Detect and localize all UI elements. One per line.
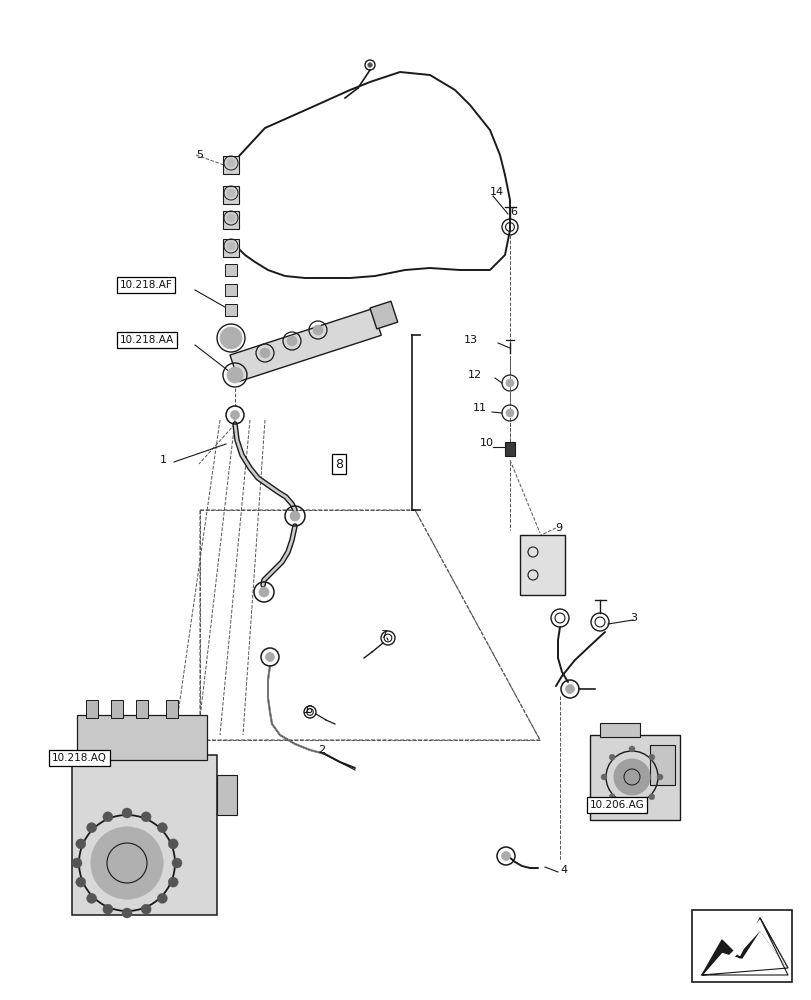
Text: 10.218.AA: 10.218.AA [120,335,174,345]
Circle shape [286,336,297,346]
Bar [86,700,98,718]
Text: 6: 6 [509,207,517,217]
Circle shape [103,904,113,914]
Bar [217,775,237,815]
Circle shape [629,802,634,808]
Circle shape [608,754,615,760]
Circle shape [103,812,113,822]
Circle shape [227,242,234,250]
Bar [223,186,238,204]
Bar [77,715,207,760]
Text: 5: 5 [195,150,203,160]
Circle shape [220,327,242,349]
Circle shape [168,839,178,849]
Bar [590,735,679,820]
Text: 7: 7 [380,630,387,640]
Text: 3: 3 [629,613,636,623]
Circle shape [265,652,274,662]
Text: 11: 11 [473,403,487,413]
Circle shape [608,794,615,800]
Circle shape [505,379,513,387]
Text: 12: 12 [467,370,482,380]
Text: 9: 9 [554,523,561,533]
Circle shape [613,759,649,795]
Bar [599,723,639,737]
Circle shape [367,63,371,67]
Circle shape [227,367,242,383]
Bar [225,284,237,296]
Bar [111,700,122,718]
Circle shape [157,893,167,903]
Text: 10: 10 [479,438,493,448]
Bar [223,211,238,229]
Circle shape [122,808,132,818]
Text: 4: 4 [560,865,566,875]
Circle shape [312,325,323,335]
Text: 1: 1 [160,455,167,465]
Circle shape [172,858,182,868]
Circle shape [648,754,654,760]
Circle shape [629,746,634,752]
Circle shape [564,684,574,694]
Circle shape [227,189,234,197]
Text: 14: 14 [489,187,504,197]
Circle shape [72,858,82,868]
Circle shape [91,827,163,899]
Bar [230,309,381,382]
Circle shape [260,348,270,358]
Bar [504,442,514,456]
Bar [135,700,148,718]
Circle shape [168,877,178,887]
Circle shape [87,893,97,903]
Bar [225,264,237,276]
Text: 13: 13 [463,335,478,345]
Bar [649,745,674,785]
Bar [370,301,397,329]
Circle shape [290,511,299,521]
Text: 6: 6 [305,705,311,715]
Circle shape [122,908,132,918]
Bar [165,700,178,718]
Circle shape [501,851,510,860]
Bar [691,910,791,982]
Circle shape [227,159,234,167]
Bar [72,755,217,915]
Bar [223,156,238,174]
Text: 10.206.AG: 10.206.AG [590,800,644,810]
Circle shape [600,774,607,780]
Circle shape [75,877,86,887]
Bar [225,304,237,316]
Circle shape [157,823,167,833]
Circle shape [259,587,268,597]
Circle shape [141,812,151,822]
Circle shape [656,774,663,780]
Polygon shape [709,920,787,975]
Polygon shape [702,918,787,975]
Circle shape [141,904,151,914]
Circle shape [230,410,239,420]
Circle shape [648,794,654,800]
Circle shape [505,409,513,417]
Circle shape [87,823,97,833]
Text: 10.218.AF: 10.218.AF [120,280,173,290]
Bar [519,535,564,595]
Text: 10.218.AQ: 10.218.AQ [52,753,107,763]
Text: 8: 8 [335,458,342,471]
Text: 2: 2 [318,745,324,755]
Bar [223,239,238,257]
Circle shape [75,839,86,849]
Circle shape [227,214,234,222]
